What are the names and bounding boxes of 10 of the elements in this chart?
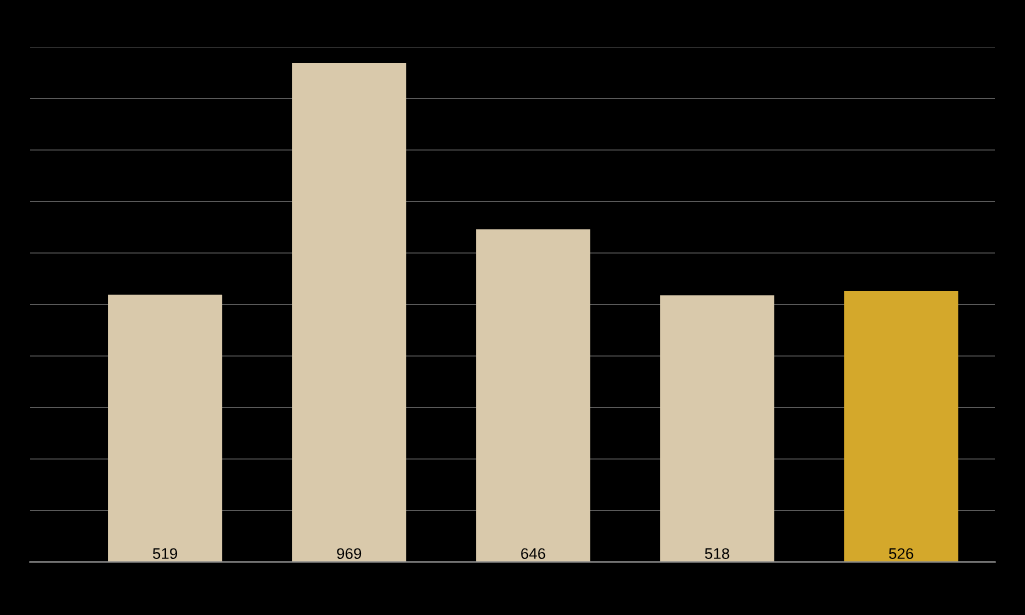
data-label: 969 bbox=[337, 548, 362, 559]
bar bbox=[476, 229, 591, 562]
data-label: 518 bbox=[705, 548, 730, 559]
bar bbox=[292, 62, 407, 562]
bar bbox=[108, 294, 223, 562]
bar bbox=[660, 295, 775, 562]
data-label: 526 bbox=[889, 548, 914, 559]
bar bbox=[844, 291, 959, 562]
data-label: 646 bbox=[521, 548, 546, 559]
data-label: 519 bbox=[152, 548, 178, 559]
